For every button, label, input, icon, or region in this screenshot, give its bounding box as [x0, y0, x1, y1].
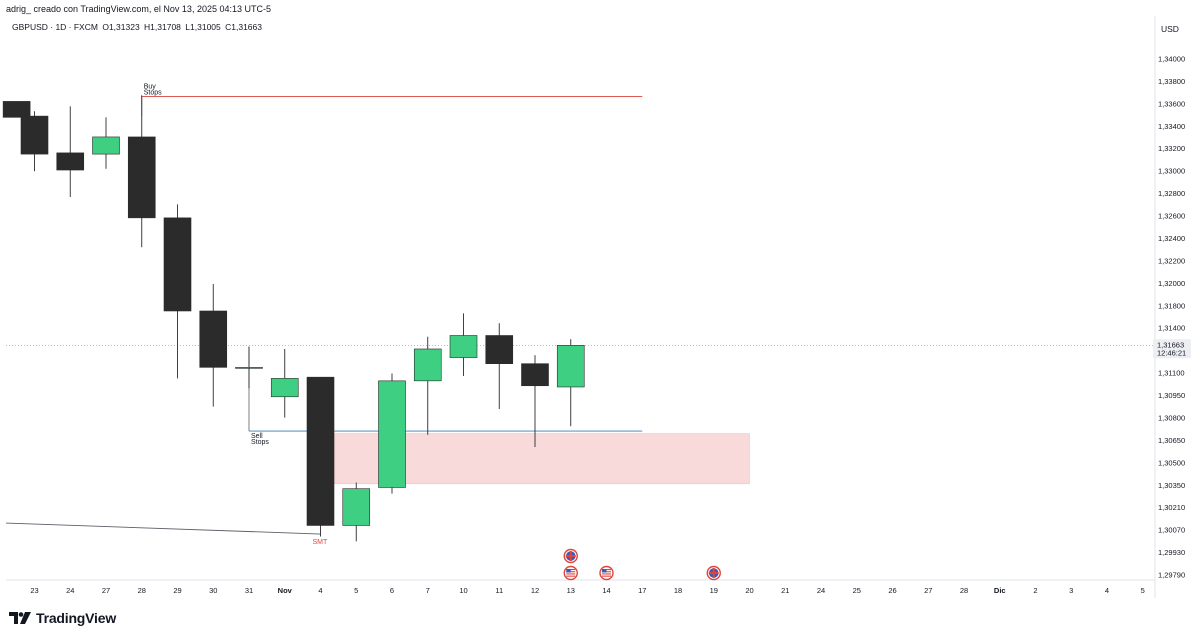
- time-tick-label: Dic: [994, 586, 1006, 595]
- bullish-candle[interactable]: [413, 348, 442, 382]
- time-tick-label: 11: [495, 586, 503, 595]
- time-tick-label: 14: [602, 586, 610, 595]
- high-value: H1,31708: [144, 22, 181, 32]
- price-tick-label: 1,30650: [1158, 436, 1185, 445]
- bearish-candle[interactable]: [20, 115, 49, 155]
- bar-countdown: 12:46:21: [1157, 348, 1186, 357]
- time-tick-label: 6: [390, 586, 394, 595]
- sell-stops-label-top: Sell: [251, 433, 263, 440]
- bearish-candle[interactable]: [2, 101, 31, 118]
- bullish-candle[interactable]: [378, 380, 406, 488]
- price-tick-label: 1,29790: [1158, 571, 1185, 580]
- bullish-candle[interactable]: [235, 367, 263, 369]
- time-tick-label: 12: [531, 586, 539, 595]
- time-tick-label: 28: [138, 586, 146, 595]
- bullish-candle[interactable]: [92, 136, 120, 155]
- time-tick-label: 7: [426, 586, 430, 595]
- tradingview-logo-icon: [9, 612, 31, 624]
- time-tick-label: 25: [853, 586, 861, 595]
- bullish-candle[interactable]: [270, 378, 299, 398]
- time-tick-label: 24: [817, 586, 825, 595]
- time-tick-label: 10: [459, 586, 467, 595]
- time-tick-label: 5: [354, 586, 358, 595]
- price-tick-label: 1,33200: [1158, 144, 1185, 153]
- time-tick-label: 27: [924, 586, 932, 595]
- bearish-candle[interactable]: [56, 152, 85, 171]
- time-tick-label: 4: [1105, 586, 1109, 595]
- open-value: O1,31323: [102, 22, 140, 32]
- price-tick-label: 1,33600: [1158, 99, 1185, 108]
- price-tick-label: 1,30210: [1158, 503, 1185, 512]
- price-tick-label: 1,32800: [1158, 189, 1185, 198]
- price-tick-label: 1,32600: [1158, 212, 1185, 221]
- sell-stops-label-bottom: Stops: [251, 439, 269, 446]
- close-value: C1,31663: [225, 22, 262, 32]
- price-tick-label: 1,30950: [1158, 391, 1185, 400]
- time-tick-label: 4: [318, 586, 322, 595]
- price-tick-label: 1,30350: [1158, 481, 1185, 490]
- time-tick-label: 17: [638, 586, 646, 595]
- bullish-candle[interactable]: [556, 345, 585, 388]
- time-tick-label: 27: [102, 586, 110, 595]
- time-tick-label: 28: [960, 586, 968, 595]
- price-tick-label: 1,30800: [1158, 413, 1185, 422]
- price-tick-label: 1,33800: [1158, 77, 1185, 86]
- time-tick-label: 23: [30, 586, 38, 595]
- us-flag-icon[interactable]: [599, 565, 614, 581]
- bearish-candle[interactable]: [306, 376, 335, 526]
- bearish-candle[interactable]: [199, 310, 228, 368]
- price-tick-label: 1,31800: [1158, 301, 1185, 310]
- time-tick-label: Nov: [278, 586, 293, 595]
- bullish-candle[interactable]: [449, 335, 478, 358]
- smt-label: SMT: [313, 539, 329, 546]
- uk-flag-icon[interactable]: [563, 548, 578, 564]
- bearish-candle[interactable]: [127, 136, 156, 219]
- time-tick-label: 26: [888, 586, 896, 595]
- us-flag-icon[interactable]: [563, 565, 578, 581]
- symbol-ohlc-legend: GBPUSD · 1D · FXCM O1,31323 H1,31708 L1,…: [12, 22, 264, 32]
- buy-stops-label-top: Buy: [144, 83, 157, 90]
- currency-label[interactable]: USD: [1161, 24, 1179, 34]
- price-tick-label: 1,32000: [1158, 279, 1185, 288]
- brand-logo: TradingView: [9, 610, 116, 626]
- symbol-label[interactable]: GBPUSD · 1D · FXCM: [12, 22, 98, 32]
- time-tick-label: 29: [173, 586, 181, 595]
- bearish-candle[interactable]: [485, 335, 514, 364]
- time-tick-label: 2: [1033, 586, 1037, 595]
- uk-flag-icon[interactable]: [706, 565, 721, 581]
- bearish-candle[interactable]: [163, 217, 192, 312]
- price-tick-label: 1,30070: [1158, 526, 1185, 535]
- time-tick-label: 30: [209, 586, 217, 595]
- time-tick-label: 31: [245, 586, 253, 595]
- time-tick-label: 5: [1141, 586, 1145, 595]
- time-tick-label: 3: [1069, 586, 1073, 595]
- time-tick-label: 18: [674, 586, 682, 595]
- price-tick-label: 1,32400: [1158, 234, 1185, 243]
- price-tick-label: 1,33400: [1158, 122, 1185, 131]
- smt-trendline: [5, 522, 321, 535]
- low-value: L1,31005: [185, 22, 221, 32]
- bullish-candle[interactable]: [342, 488, 371, 526]
- price-tick-label: 1,31400: [1158, 324, 1185, 333]
- bearish-candle[interactable]: [521, 363, 549, 387]
- time-tick-label: 19: [710, 586, 718, 595]
- price-tick-label: 1,30500: [1158, 458, 1185, 467]
- attribution-text: adrig_ creado con TradingView.com, el No…: [6, 4, 271, 14]
- price-tick-label: 1,31100: [1158, 369, 1185, 378]
- last-price-value: 1,31663: [1157, 340, 1184, 349]
- time-tick-label: 24: [66, 586, 74, 595]
- buy-stops-label-bottom: Stops: [144, 89, 162, 96]
- price-chart[interactable]: BuyStopsSellStopsSMT1,340001,338001,3360…: [0, 0, 1200, 600]
- price-tick-label: 1,33000: [1158, 167, 1185, 176]
- time-tick-label: 13: [567, 586, 575, 595]
- last-price-badge: [1153, 339, 1191, 359]
- time-tick-label: 20: [745, 586, 753, 595]
- brand-name: TradingView: [36, 610, 117, 626]
- price-tick-label: 1,32200: [1158, 256, 1185, 265]
- time-tick-label: 21: [781, 586, 789, 595]
- price-tick-label: 1,29930: [1158, 548, 1185, 557]
- price-tick-label: 1,34000: [1158, 55, 1185, 64]
